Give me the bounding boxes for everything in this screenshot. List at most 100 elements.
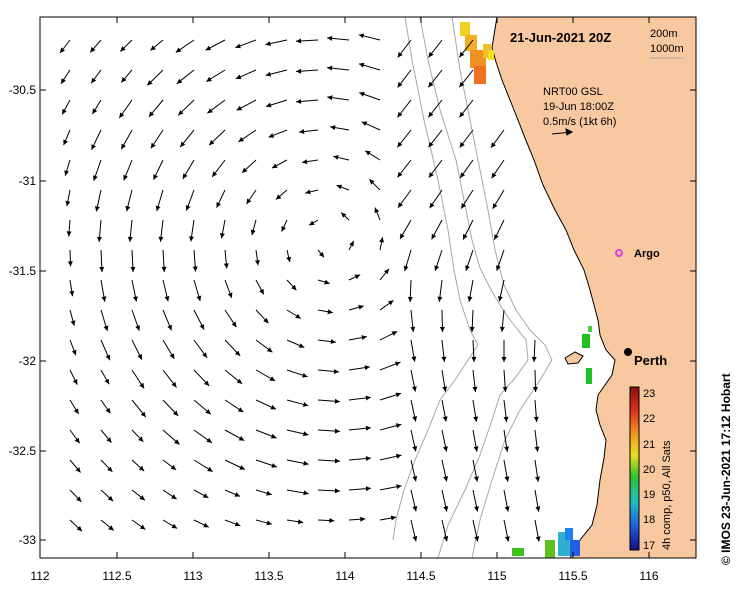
current-vector-arrowhead	[242, 167, 248, 173]
current-vector-arrowhead	[365, 395, 371, 401]
current-vector-arrowhead	[121, 77, 127, 83]
current-vector-arrowhead	[164, 296, 170, 302]
current-vector-arrowhead	[297, 519, 304, 525]
current-vector-arrowhead	[407, 296, 413, 302]
current-vector-arrowhead	[238, 436, 245, 441]
scale-arrow	[551, 128, 574, 136]
x-tick-label: 113.5	[254, 569, 283, 583]
isobath-200m-inner	[451, 16, 553, 559]
current-vector-arrowhead	[299, 129, 305, 134]
current-vector-arrowhead	[465, 265, 470, 271]
y-tick-label: -32	[19, 354, 37, 368]
current-vector-arrowhead	[119, 112, 125, 118]
current-vector-arrowhead	[319, 251, 325, 258]
current-vector-arrowhead	[121, 143, 126, 150]
date-title: 21-Jun-2021 20Z	[510, 30, 611, 45]
current-vector-arrowhead	[303, 490, 309, 496]
current-vector-arrowhead	[203, 380, 210, 386]
current-vector-arrowhead	[105, 354, 111, 361]
colorbar-tick: 19	[643, 489, 655, 501]
x-tick-label: 115	[487, 569, 506, 583]
current-vector-arrowhead	[473, 446, 479, 452]
current-vector-arrowhead	[63, 139, 68, 146]
current-vector-arrowhead	[291, 284, 297, 291]
current-vector-arrowhead	[105, 407, 111, 414]
current-vector-arrowhead	[72, 379, 78, 385]
y-axis	[40, 89, 696, 541]
current-vector-arrowhead	[296, 99, 302, 104]
current-vector-arrowhead	[491, 172, 497, 179]
current-vector-arrowhead	[412, 506, 418, 512]
current-vector-arrowhead	[207, 466, 213, 472]
current-vector-arrowhead	[139, 495, 145, 501]
current-vector-arrowhead	[459, 111, 465, 118]
current-vector-arrowhead	[235, 43, 241, 49]
current-vector-arrowhead	[327, 95, 333, 101]
current-vector-arrowhead	[309, 220, 315, 226]
current-vector-arrowhead	[158, 236, 164, 242]
current-vector-arrowhead	[101, 296, 107, 302]
current-vector-arrowhead	[397, 52, 403, 58]
x-tick-label: 112.5	[102, 569, 131, 583]
current-vector-arrowhead	[324, 279, 330, 285]
vector-source-label: NRT00 GSL	[543, 86, 603, 98]
current-vector-arrowhead	[336, 184, 343, 190]
current-vector-arrowhead	[459, 81, 465, 88]
current-vector-arrowhead	[496, 265, 501, 271]
current-vector-arrowhead	[223, 263, 229, 269]
current-vector-arrowhead	[459, 51, 465, 58]
current-vector-arrowhead	[358, 33, 365, 39]
contour-200m-label: 200m	[650, 28, 678, 40]
current-vector-arrowhead	[167, 324, 172, 331]
current-vector-arrowhead	[428, 111, 434, 118]
current-vector-arrowhead	[504, 506, 510, 512]
current-vector-arrowhead	[391, 331, 398, 336]
current-vector-arrowhead	[334, 428, 340, 434]
current-vector-arrowhead	[182, 173, 188, 179]
current-vector-arrowhead	[341, 212, 347, 218]
current-vector-arrowhead	[170, 464, 177, 470]
current-vector-arrowhead	[411, 356, 417, 362]
current-vector-arrowhead	[333, 155, 339, 160]
current-vector-arrowhead	[266, 102, 272, 108]
current-vector-arrowhead	[74, 437, 80, 444]
current-vector-arrowhead	[137, 354, 142, 360]
current-vector-arrowhead	[396, 453, 402, 459]
current-vector-arrowhead	[93, 175, 98, 181]
current-vector-arrowhead	[334, 398, 340, 404]
current-vector-arrowhead	[327, 35, 333, 41]
current-vector-arrowhead	[403, 265, 409, 272]
current-vector-arrowhead	[150, 45, 156, 51]
island	[564, 351, 584, 365]
y-tick-label: -31.5	[9, 264, 37, 278]
current-vector-arrowhead	[246, 198, 252, 204]
credit-text: © IMOS 23-Jun-2021 17:12 Hobart	[719, 373, 733, 565]
current-vector-arrowhead	[412, 536, 418, 542]
current-vector-arrowhead	[361, 335, 367, 340]
current-vector-arrowhead	[469, 326, 475, 332]
sst-patch-south	[512, 528, 580, 558]
current-vector-arrowhead	[474, 506, 479, 512]
current-vector-arrowhead	[396, 484, 402, 490]
current-vector-arrowhead	[295, 313, 301, 319]
current-vector-arrowhead	[365, 150, 371, 156]
current-vector-arrowhead	[125, 205, 131, 212]
current-vector-arrowhead	[91, 144, 96, 150]
vector-time-label: 19-Jun 18:00Z	[543, 101, 614, 113]
current-vector-arrowhead	[265, 71, 272, 77]
current-vector-arrowhead	[443, 506, 449, 512]
current-vector-arrowhead	[442, 416, 448, 422]
current-vector-arrowhead	[69, 290, 75, 297]
current-vector-arrowhead	[379, 237, 384, 243]
current-vector-arrowhead	[473, 476, 479, 482]
current-vector-arrowhead	[106, 437, 112, 443]
current-vector-arrowhead	[411, 386, 417, 392]
land-mass	[491, 16, 697, 559]
current-vector-arrowhead	[234, 350, 241, 356]
current-vector-arrowhead	[533, 416, 539, 422]
current-vector-arrowhead	[216, 202, 221, 208]
current-vector-arrowhead	[398, 202, 403, 208]
current-vector-arrowhead	[359, 91, 365, 97]
current-vector-arrowhead	[369, 179, 375, 185]
